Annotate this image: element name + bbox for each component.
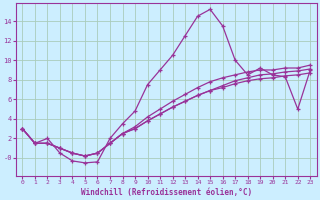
X-axis label: Windchill (Refroidissement éolien,°C): Windchill (Refroidissement éolien,°C) [81,188,252,197]
